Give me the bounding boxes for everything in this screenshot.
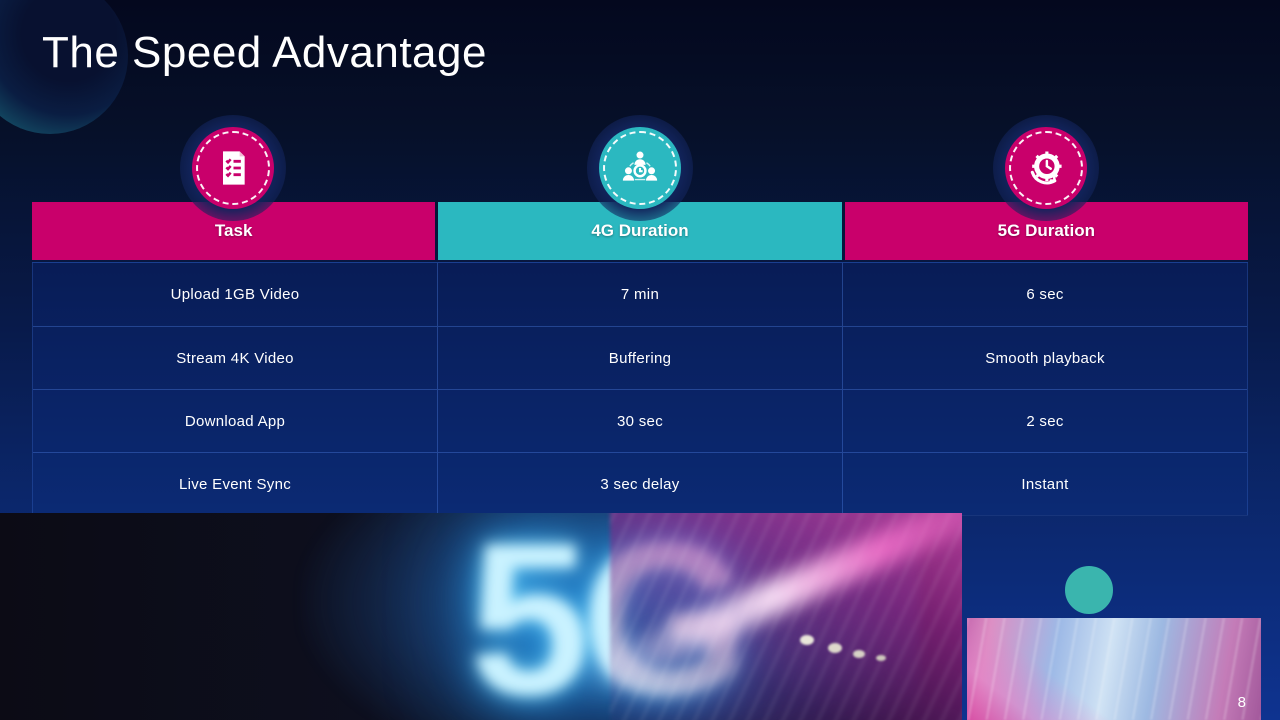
- teal-ring: [1065, 566, 1113, 614]
- table-cell: Stream 4K Video: [176, 349, 294, 367]
- badge-4g: [587, 115, 693, 221]
- table-cell: Download App: [184, 412, 286, 430]
- table-row: Upload 1GB Video 7 min 6 sec: [33, 263, 1247, 326]
- table-cell: Smooth playback: [842, 327, 1247, 389]
- page-title: The Speed Advantage: [42, 28, 487, 77]
- table-body: Upload 1GB Video 7 min 6 sec Stream 4K Vide…: [32, 262, 1248, 516]
- table-row: Download App 30 sec 2 sec: [33, 389, 1247, 452]
- table-cell: 7 min: [437, 263, 842, 326]
- speed-clock-icon-glyph: [1030, 151, 1062, 185]
- corner-photo: [967, 618, 1261, 720]
- table-cell: Buffering: [437, 327, 842, 389]
- meeting-time-icon-glyph: [622, 151, 658, 181]
- table-cell: 6 sec: [842, 263, 1247, 326]
- table-row: Live Event Sync 3 sec delay Instant: [33, 452, 1247, 515]
- table-cell: 3 sec delay: [437, 453, 842, 515]
- table-cell: 30 sec: [437, 390, 842, 452]
- meeting-time-icon: [599, 127, 681, 209]
- table-cell: Instant: [842, 453, 1247, 515]
- table-row: Stream 4K Video Buffering Smooth playback: [33, 326, 1247, 389]
- badge-task: [180, 115, 286, 221]
- table-cell: Live Event Sync: [178, 475, 292, 493]
- photo-bokeh-specks: [800, 635, 814, 645]
- table-cell: 2 sec: [842, 390, 1247, 452]
- speed-clock-icon: [1005, 127, 1087, 209]
- 5g-photo: 5G: [0, 513, 962, 720]
- corner-photo-streaks: [967, 618, 1261, 720]
- badge-5g: [993, 115, 1099, 221]
- table-header-5g-duration: 5G Duration: [844, 202, 1248, 260]
- checklist-icon: [192, 127, 274, 209]
- checklist-icon-glyph: [223, 151, 245, 185]
- table-header-row: Task 4G Duration 5G Duration: [32, 202, 1248, 260]
- table-cell: Upload 1GB Video: [170, 286, 300, 303]
- page-number: 8: [1237, 694, 1246, 711]
